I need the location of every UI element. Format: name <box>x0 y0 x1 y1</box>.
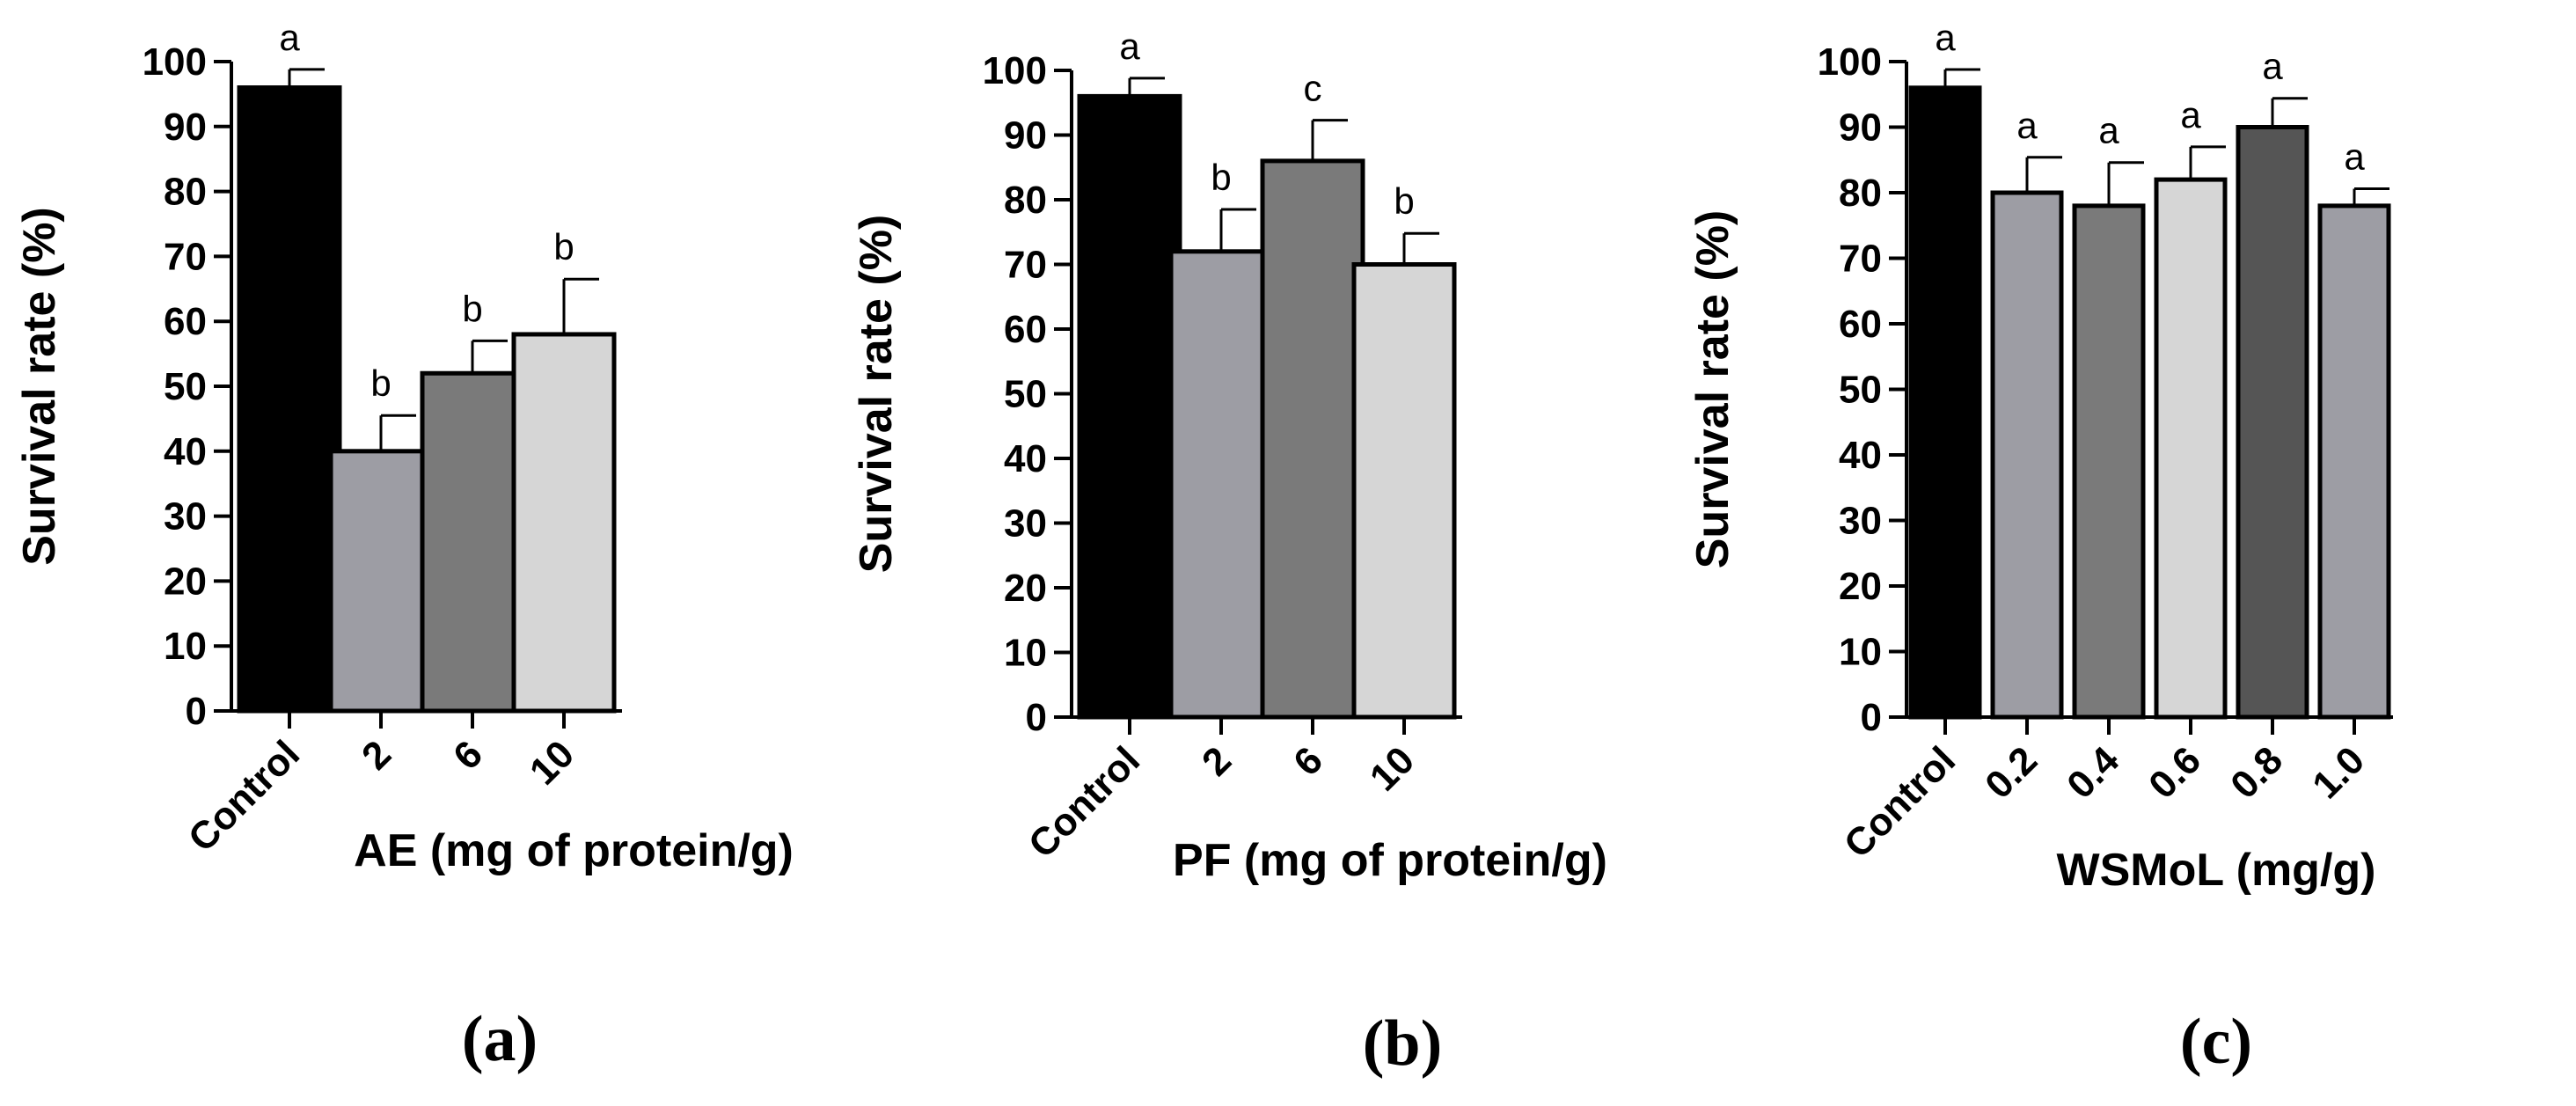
y-tick-label: 60 <box>1004 308 1047 351</box>
bar <box>1990 190 2064 720</box>
x-tick-label: 6 <box>445 732 491 778</box>
bar <box>1351 262 1457 720</box>
significance-letter: a <box>2262 46 2283 87</box>
y-axis-title: Survival rate (%) <box>1687 210 1738 569</box>
y-tick-label: 60 <box>164 300 207 343</box>
x-tick-label: 6 <box>1285 738 1331 784</box>
x-tick-label: 0.2 <box>1977 738 2045 807</box>
y-tick-label: 40 <box>1839 434 1882 477</box>
y-tick-label: 70 <box>1004 244 1047 287</box>
y-tick-label: 0 <box>1026 696 1047 739</box>
panel-label: (a) <box>462 1003 538 1075</box>
significance-letter: b <box>1211 157 1231 198</box>
y-tick-label: 20 <box>1004 567 1047 610</box>
y-tick-label: 50 <box>164 365 207 408</box>
y-tick-label: 0 <box>1861 696 1882 739</box>
y-tick-label: 0 <box>186 690 207 733</box>
panel-b: 0 10 20 30 40 50 60 70 80 90 100 Survival rate (%) a… <box>851 26 1607 1080</box>
y-tick-label: 20 <box>1839 565 1882 608</box>
bar <box>2317 203 2391 720</box>
y-tick-label: 80 <box>164 171 207 214</box>
significance-letter: c <box>1304 68 1322 109</box>
y-axis-title: Survival rate (%) <box>851 215 902 574</box>
x-tick-label: 10 <box>522 732 582 793</box>
y-tick-label: 70 <box>164 235 207 278</box>
bar <box>237 85 342 714</box>
bar <box>511 332 617 714</box>
panel-c: 0 10 20 30 40 50 60 70 80 90 100 Survival rate (%) a… <box>1687 17 2393 1078</box>
y-tick-label: 10 <box>1004 632 1047 675</box>
bar <box>328 449 434 714</box>
significance-letter: a <box>2016 105 2038 146</box>
bar <box>420 370 525 714</box>
x-tick-label: 1.0 <box>2304 738 2373 807</box>
y-tick-label: 30 <box>164 495 207 538</box>
x-tick-label: Control <box>1021 738 1148 866</box>
y-tick-label: 30 <box>1839 500 1882 543</box>
x-tick-label: Control <box>180 732 308 860</box>
y-tick-label: 90 <box>164 106 207 149</box>
y-tick-label: 100 <box>143 40 207 84</box>
y-tick-label: 40 <box>164 430 207 473</box>
significance-letter: b <box>1394 180 1414 222</box>
y-tick-label: 20 <box>164 560 207 603</box>
bar <box>2072 203 2146 720</box>
bar <box>1908 85 1982 720</box>
x-axis-title: WSMoL (mg/g) <box>2057 845 2376 896</box>
y-tick-label: 50 <box>1839 369 1882 412</box>
x-tick-label: 10 <box>1362 738 1423 799</box>
y-tick-label: 40 <box>1004 437 1047 480</box>
y-tick-label: 100 <box>983 49 1047 92</box>
x-axis-title: AE (mg of protein/g) <box>354 825 794 876</box>
y-axis-title: Survival rate (%) <box>14 207 65 566</box>
y-tick-label: 70 <box>1839 238 1882 281</box>
panel-label: (c) <box>2180 1006 2252 1078</box>
x-tick-label: Control <box>1836 738 1964 866</box>
significance-letter: a <box>279 17 300 58</box>
significance-letter: a <box>1119 26 1140 67</box>
bar <box>1077 93 1182 720</box>
y-tick-label: 100 <box>1818 40 1882 84</box>
bar <box>2154 177 2228 720</box>
significance-letter: b <box>553 226 574 267</box>
y-tick-label: 80 <box>1004 179 1047 222</box>
panel-label: (b) <box>1363 1007 1442 1080</box>
y-tick-label: 90 <box>1839 106 1882 150</box>
x-tick-label: 2 <box>354 732 399 778</box>
bar <box>1168 249 1274 720</box>
x-tick-label: 0.8 <box>2222 738 2291 807</box>
x-tick-label: 2 <box>1194 738 1240 784</box>
x-axis-title: PF (mg of protein/g) <box>1173 835 1607 886</box>
y-tick-label: 80 <box>1839 172 1882 215</box>
significance-letter: a <box>2344 136 2365 178</box>
panel-a: 0 10 20 30 40 50 60 70 80 90 100 Survival rate (%) a… <box>14 17 794 1075</box>
y-tick-label: 10 <box>164 625 207 668</box>
y-tick-label: 60 <box>1839 303 1882 346</box>
x-tick-label: 0.4 <box>2059 738 2127 807</box>
significance-letter: b <box>370 363 391 404</box>
significance-letter: a <box>1935 17 1956 58</box>
y-tick-label: 90 <box>1004 114 1047 157</box>
y-tick-label: 50 <box>1004 373 1047 416</box>
significance-letter: a <box>2098 110 2119 151</box>
y-tick-label: 30 <box>1004 502 1047 546</box>
x-tick-label: 0.6 <box>2141 738 2209 807</box>
bar <box>2236 125 2309 720</box>
y-tick-label: 10 <box>1839 631 1882 674</box>
significance-letter: a <box>2180 94 2201 136</box>
significance-letter: b <box>462 288 482 329</box>
bar <box>1260 158 1365 720</box>
